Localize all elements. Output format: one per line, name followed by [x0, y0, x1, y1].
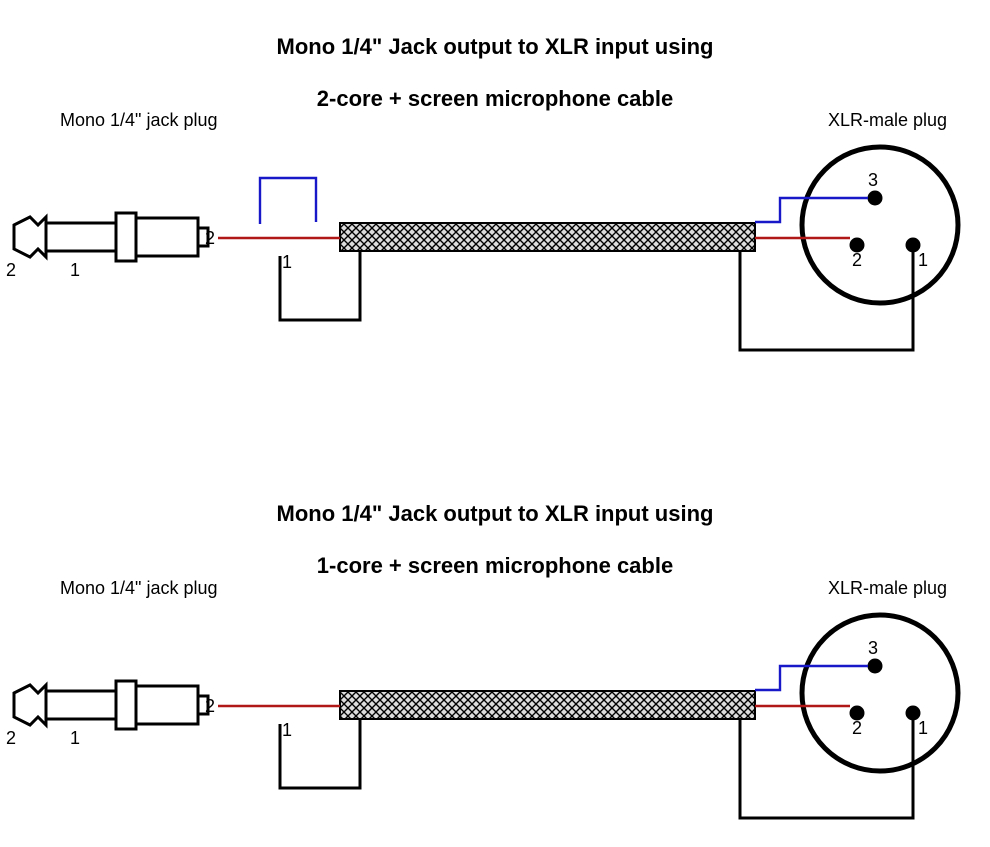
xlr-plug-1	[802, 147, 958, 303]
wiring-svg	[0, 0, 990, 847]
wire-ground-left-2	[280, 720, 360, 788]
diagram1-group	[14, 147, 958, 350]
page: Mono 1/4" Jack output to XLR input using…	[0, 0, 990, 847]
cable-braid-2	[340, 691, 755, 719]
xlr-plug-2	[802, 615, 958, 771]
diagram2-group	[14, 615, 958, 818]
wire-blue-1	[260, 178, 868, 224]
wire-blue-2	[755, 666, 868, 690]
cable-braid-1	[340, 223, 755, 251]
jack-plug-2	[14, 681, 208, 729]
wire-ground-left-1	[280, 252, 360, 320]
jack-plug-1	[14, 213, 208, 261]
